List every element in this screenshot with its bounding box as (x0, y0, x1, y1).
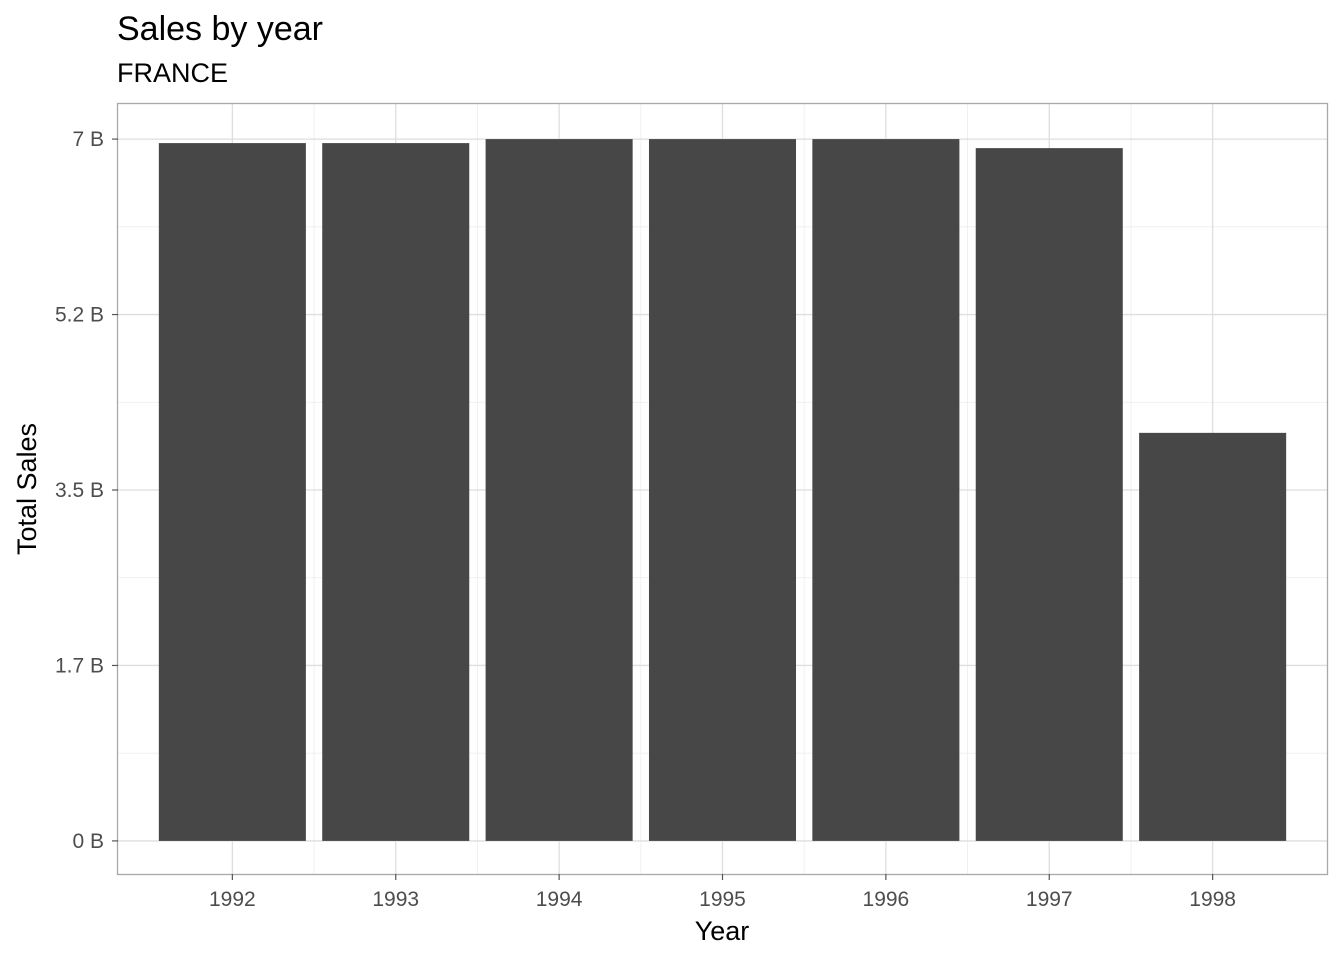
y-tick-label: 7 B (72, 128, 104, 151)
y-axis-title: Total Sales (12, 423, 42, 555)
x-tick-label: 1993 (372, 888, 419, 911)
bar-1994 (485, 139, 633, 841)
bar-1992 (158, 143, 306, 841)
y-tick-label: 5.2 B (55, 304, 104, 327)
x-tick-label: 1996 (863, 888, 910, 911)
y-tick-label: 1.7 B (55, 654, 104, 677)
bar-1996 (812, 139, 960, 841)
x-tick-label: 1994 (536, 888, 583, 911)
x-tick-label: 1997 (1026, 888, 1073, 911)
bar-1995 (648, 139, 797, 841)
bar-1993 (322, 143, 470, 841)
bars (158, 139, 1287, 841)
chart-title: Sales by year (117, 10, 323, 48)
chart-subtitle: FRANCE (117, 58, 228, 88)
x-tick-label: 1998 (1189, 888, 1236, 911)
y-tick-label: 0 B (72, 830, 104, 853)
y-tick-label: 3.5 B (55, 479, 104, 502)
y-axis: 0 B 1.7 B 3.5 B 5.2 B 7 B (55, 128, 118, 853)
x-axis: 1992 1993 1994 1995 1996 1997 1998 (209, 874, 1236, 911)
x-axis-title: Year (695, 916, 750, 946)
bar-1998 (1139, 432, 1287, 841)
bar-1997 (975, 148, 1123, 841)
x-tick-label: 1992 (209, 888, 256, 911)
x-tick-label: 1995 (699, 888, 746, 911)
